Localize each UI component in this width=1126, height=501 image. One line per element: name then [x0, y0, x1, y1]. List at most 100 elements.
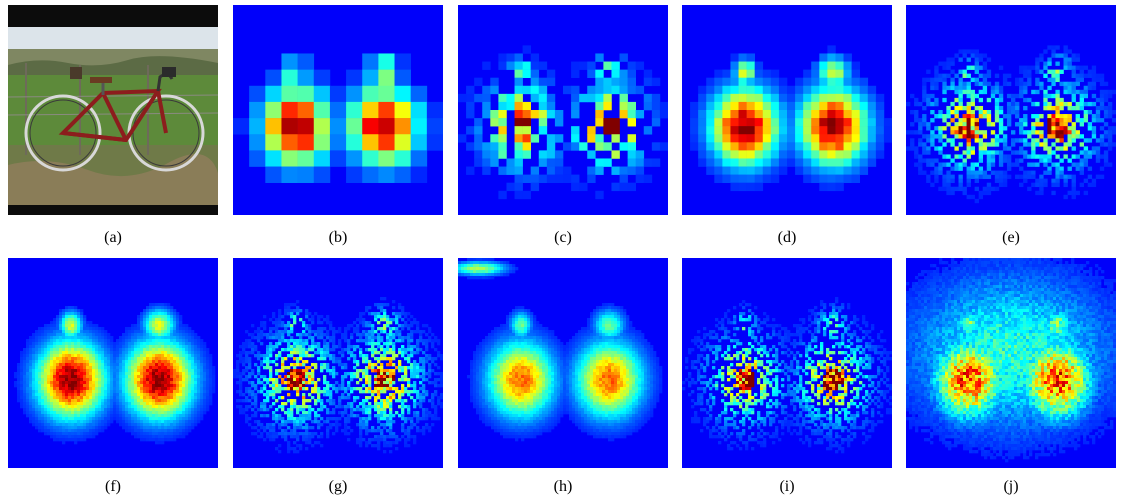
heatmap-cell	[167, 405, 171, 409]
heatmap-cell	[92, 417, 96, 421]
heatmap-cell	[554, 118, 564, 127]
heatmap-cell	[131, 402, 135, 406]
heatmap-cell	[627, 182, 636, 192]
heatmap-cell	[293, 447, 297, 451]
heatmap-cell	[263, 354, 267, 358]
heatmap-cell	[164, 369, 168, 373]
heatmap-cell	[1075, 105, 1080, 111]
heatmap-cell	[188, 402, 192, 406]
heatmap-cell	[320, 432, 324, 436]
heatmap-cell	[143, 324, 147, 328]
heatmap-cell	[101, 378, 105, 382]
heatmap-cell	[290, 405, 294, 409]
heatmap-cell	[62, 402, 66, 406]
heatmap-cell	[155, 330, 159, 334]
heatmap-cell	[143, 318, 147, 322]
heatmap-cell	[530, 77, 540, 87]
heatmap-cell	[158, 363, 162, 367]
heatmap-cell	[311, 348, 315, 352]
heatmap-cell	[134, 396, 138, 400]
heatmap-cell	[296, 420, 300, 424]
heatmap-cell	[530, 93, 540, 103]
heatmap-cell	[53, 420, 57, 424]
heatmap-cell	[323, 366, 327, 370]
heatmap-cell	[942, 89, 947, 95]
heatmap-cell	[356, 360, 360, 364]
heatmap-cell	[966, 122, 971, 127]
heatmap-cell	[68, 321, 72, 325]
heatmap-cell	[329, 354, 333, 358]
heatmap-cell	[938, 150, 943, 155]
heatmap-cell	[101, 366, 105, 370]
heatmap-cell	[326, 354, 330, 358]
heatmap-cell	[140, 321, 144, 325]
heatmap-cell	[754, 158, 764, 167]
heatmap-cell	[149, 330, 153, 334]
heatmap-cell	[722, 158, 731, 167]
heatmap-cell	[970, 97, 975, 103]
heatmap-cell	[95, 351, 99, 355]
heatmap-cell	[98, 381, 102, 385]
heatmap-cell	[104, 378, 108, 382]
heatmap-cell	[32, 387, 36, 391]
heatmap-cell	[47, 387, 51, 391]
heatmap-cell	[155, 381, 159, 385]
heatmap-cell	[1099, 134, 1105, 139]
heatmap-cell	[603, 85, 612, 95]
heatmap-cell	[110, 387, 114, 391]
heatmap-cell	[239, 390, 243, 394]
heatmap-cell	[185, 408, 189, 412]
heatmap-cell	[714, 150, 723, 159]
heatmap-cell	[173, 330, 177, 334]
heatmap-cell	[125, 366, 129, 370]
heatmap-cell	[149, 303, 153, 307]
heatmap-cell	[131, 420, 135, 424]
heatmap-cell	[143, 369, 147, 373]
heatmap-cell	[257, 330, 261, 334]
heatmap-cell	[827, 174, 836, 183]
heatmap-cell	[197, 366, 201, 370]
heatmap-cell	[56, 357, 60, 361]
heatmap-cell	[101, 345, 105, 349]
heatmap-cell	[197, 396, 201, 400]
heatmap-cell	[59, 417, 63, 421]
heatmap-cell	[746, 126, 755, 135]
heatmap-cell	[62, 339, 66, 343]
heatmap-cell	[938, 170, 943, 175]
heatmap-cell	[83, 408, 87, 412]
heatmap-cell	[1011, 142, 1016, 147]
heatmap-cell	[20, 405, 24, 409]
heatmap-cell	[1071, 154, 1076, 159]
heatmap-cell	[188, 381, 192, 385]
heatmap-cell	[104, 366, 108, 370]
heatmap-cell	[56, 429, 60, 433]
heatmap-cell	[206, 408, 210, 412]
heatmap-cell	[269, 393, 273, 397]
heatmap-cell	[335, 423, 339, 427]
heatmap-cell	[104, 354, 108, 358]
heatmap-cell	[179, 339, 183, 343]
heatmap-cell	[104, 408, 108, 412]
heatmap-cell	[1047, 101, 1052, 107]
heatmap-cell	[1063, 142, 1068, 147]
heatmap-cell	[80, 339, 84, 343]
heatmap-cell	[53, 354, 57, 358]
heatmap-cell	[1023, 130, 1028, 135]
heatmap-cell	[158, 381, 162, 385]
heatmap-cell	[65, 402, 69, 406]
heatmap-cell	[107, 375, 111, 379]
heatmap-cell	[305, 315, 309, 319]
heatmap-cell	[191, 399, 195, 403]
heatmap-cell	[146, 312, 150, 316]
heatmap-cell	[143, 375, 147, 379]
heatmap-cell	[32, 402, 36, 406]
heatmap-cell	[958, 85, 963, 91]
heatmap-cell	[35, 384, 39, 388]
heatmap-cell	[113, 417, 117, 421]
heatmap-cell	[137, 423, 141, 427]
heatmap-cell	[275, 330, 279, 334]
heatmap-cell	[122, 351, 126, 355]
heatmap-cell	[571, 142, 580, 151]
heatmap-cell	[942, 61, 947, 66]
heatmap-cell	[356, 327, 360, 331]
